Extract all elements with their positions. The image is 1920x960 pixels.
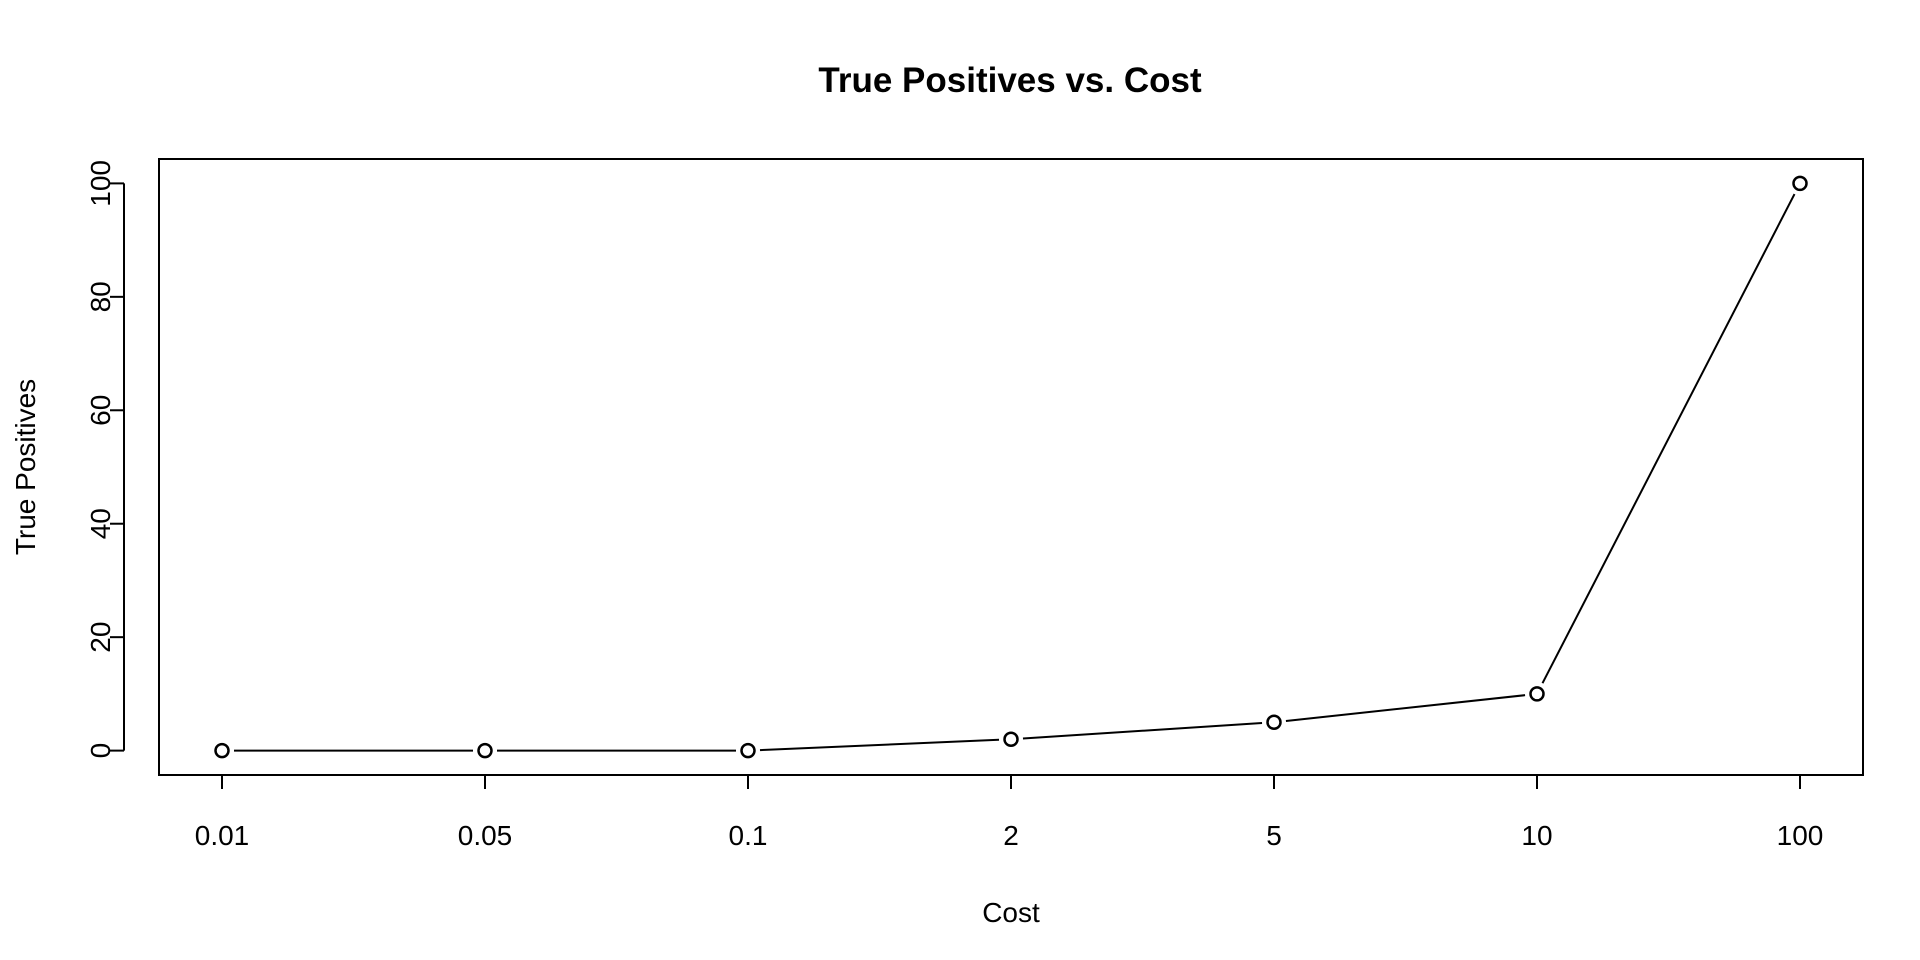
line-segment <box>759 738 1000 752</box>
data-point <box>1792 175 1808 192</box>
data-point <box>740 742 756 759</box>
x-tick-label: 0.1 <box>729 820 768 851</box>
y-tick-label: 60 <box>85 395 116 426</box>
y-axis: 0 20 40 60 80 100 <box>85 160 125 759</box>
x-tick-label: 2 <box>1003 820 1019 851</box>
data-point <box>1266 714 1282 730</box>
line-segment <box>1285 694 1526 722</box>
x-tick-label: 0.01 <box>195 820 250 851</box>
data-point <box>1003 731 1019 748</box>
x-axis: 0.01 0.05 0.1 2 5 10 100 <box>195 774 1824 851</box>
y-tick-label: 40 <box>85 508 116 539</box>
line-segment <box>1541 193 1796 684</box>
data-point <box>477 742 493 759</box>
x-tick-label: 0.05 <box>458 820 513 851</box>
chart-title: True Positives vs. Cost <box>818 61 1202 100</box>
plot-frame <box>158 158 1864 776</box>
x-tick-label: 5 <box>1266 820 1282 851</box>
y-tick-label: 20 <box>85 622 116 653</box>
y-tick-label: 0 <box>85 743 116 759</box>
series-line <box>214 175 1808 759</box>
data-point <box>214 742 230 759</box>
series-layer <box>214 175 1808 759</box>
y-axis-label: True Positives <box>10 379 41 555</box>
x-axis-label: Cost <box>982 897 1040 928</box>
data-point <box>1529 686 1545 702</box>
line-segment <box>1022 722 1263 740</box>
y-tick-label: 100 <box>85 160 116 207</box>
x-tick-label: 10 <box>1521 820 1552 851</box>
y-tick-label: 80 <box>85 281 116 312</box>
x-tick-label: 100 <box>1777 820 1824 851</box>
